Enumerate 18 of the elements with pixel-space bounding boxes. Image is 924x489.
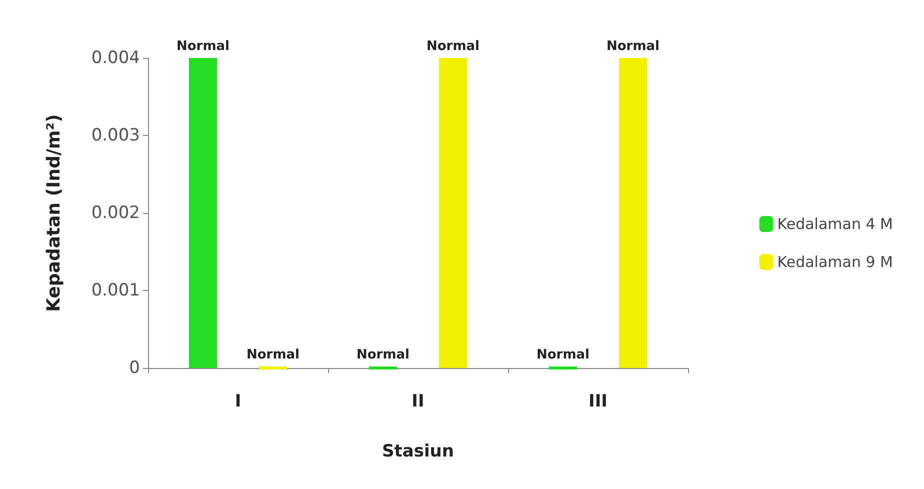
y-tick-label: 0.001 — [91, 280, 140, 300]
y-tick-label: 0.002 — [91, 203, 140, 223]
legend-label: Kedalaman 4 M — [777, 215, 894, 233]
x-tick-label: III — [588, 392, 608, 412]
x-tick-label: I — [234, 392, 242, 412]
y-tick-label: 0.003 — [91, 126, 140, 146]
x-tick-label: II — [412, 392, 424, 412]
data-label: Normal — [176, 39, 230, 54]
y-tick-label: 0 — [129, 358, 140, 378]
data-label: Normal — [536, 348, 590, 362]
data-label: Normal — [606, 39, 660, 54]
data-label: Normal — [426, 39, 480, 54]
legend-label: Kedalaman 9 M — [777, 253, 894, 271]
y-axis-title: Kepadatan (Ind/m²) — [44, 114, 64, 312]
data-label: Normal — [246, 348, 300, 362]
data-label: Normal — [356, 348, 410, 362]
y-tick-label: 0.004 — [91, 48, 140, 68]
x-axis-title: Stasiun — [382, 442, 454, 462]
